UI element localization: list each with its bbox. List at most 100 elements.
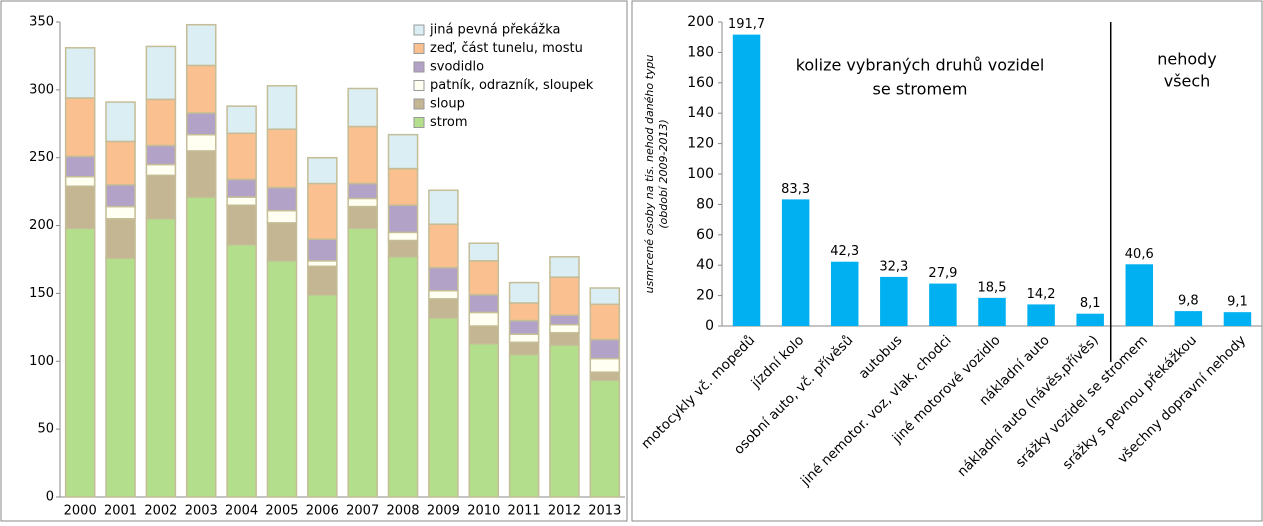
value-label: 9,1 — [1227, 295, 1248, 310]
bar — [880, 276, 908, 326]
bar-segment — [145, 45, 177, 101]
bar-segment — [387, 204, 419, 234]
bar-segment — [549, 314, 580, 326]
bar-segment — [387, 167, 419, 206]
value-label: 83,3 — [781, 182, 810, 197]
x-tick-label: 2006 — [306, 504, 339, 519]
bar-segment — [105, 184, 136, 208]
bar-segment — [266, 186, 298, 212]
bar-segment — [468, 260, 500, 296]
bar-segment — [508, 319, 540, 335]
bar-segment — [549, 323, 580, 334]
bar — [732, 34, 761, 327]
bar-segment — [64, 155, 96, 178]
x-tick-label: autobus — [856, 332, 906, 382]
bar-segment — [347, 197, 378, 208]
x-tick-label: 2011 — [508, 504, 541, 519]
bar-segment — [589, 357, 621, 373]
bar-segment — [105, 257, 136, 498]
bar-segment — [549, 344, 580, 498]
bar-segment — [185, 133, 217, 152]
bar-segment — [145, 174, 177, 220]
bar — [830, 261, 859, 326]
x-tick-label: 2003 — [185, 504, 218, 519]
bar-segment — [145, 163, 177, 177]
bar — [1076, 313, 1104, 326]
bar-segment — [185, 112, 217, 136]
bar-segment — [64, 185, 96, 230]
x-tick-label: 2010 — [467, 504, 500, 519]
bar-segment — [145, 144, 177, 166]
annotation: všech — [1164, 72, 1211, 91]
y-tick-label: 80 — [696, 196, 714, 212]
left-frame — [0, 0, 628, 522]
bar-segment — [347, 87, 378, 128]
bar — [781, 199, 810, 326]
y-tick-label: 100 — [29, 354, 54, 369]
value-label: 9,8 — [1178, 294, 1199, 309]
legend-label: sloup — [430, 97, 465, 112]
legend-label: jiná pevná překážka — [429, 23, 561, 38]
legend-label: svodidlo — [430, 60, 484, 75]
legend-label: zeď, část tunelu, mostu — [430, 41, 583, 56]
bar-segment — [105, 205, 136, 220]
x-tick-label: 2008 — [386, 504, 419, 519]
bar-segment — [468, 325, 500, 345]
legend-label: patník, odrazník, sloupek — [430, 78, 594, 93]
bar-segment — [468, 242, 500, 262]
bar-segment — [226, 105, 257, 135]
bar-segment — [307, 265, 338, 296]
bar-segment — [185, 196, 217, 498]
y-tick-label: 120 — [687, 136, 714, 152]
bar-segment — [428, 289, 459, 300]
legend-swatch — [413, 80, 425, 91]
bar — [1223, 312, 1252, 326]
bar-segment — [468, 311, 500, 327]
bar — [1174, 311, 1203, 326]
y-tick-label: 160 — [687, 75, 714, 91]
value-label: 27,9 — [928, 266, 957, 281]
value-label: 8,1 — [1080, 296, 1101, 311]
value-label: 18,5 — [978, 280, 1007, 295]
bar-segment — [185, 23, 217, 67]
bar-segment — [508, 353, 540, 498]
bar-segment — [387, 239, 419, 258]
x-tick-label: 2002 — [144, 504, 177, 519]
y-tick-label: 250 — [29, 150, 54, 165]
bar-segment — [508, 333, 540, 344]
bar-segment — [266, 260, 298, 498]
y-tick-label: 100 — [687, 166, 714, 182]
bar-segment — [589, 379, 621, 498]
bar-segment — [428, 266, 459, 292]
bar-segment — [226, 204, 257, 246]
bar-segment — [105, 140, 136, 186]
x-tick-label: 2000 — [64, 504, 97, 519]
bar-segment — [64, 97, 96, 158]
y-tick-label: 150 — [29, 286, 54, 301]
bar-segment — [347, 227, 378, 498]
bar-segment — [266, 85, 298, 130]
bar-segment — [307, 260, 338, 268]
bar-segment — [307, 156, 338, 185]
bar-segment — [468, 342, 500, 498]
bar-segment — [226, 243, 257, 498]
x-tick-label: 2001 — [104, 504, 137, 519]
x-tick-label: 2012 — [548, 504, 581, 519]
y-tick-label: 200 — [29, 218, 54, 233]
y-tick-label: 180 — [687, 44, 714, 60]
bar-segment — [145, 218, 177, 498]
legend-label: strom — [430, 115, 468, 130]
bar-segment — [428, 298, 459, 319]
value-label: 42,3 — [830, 244, 859, 259]
y-tick-label: 20 — [696, 288, 714, 304]
legend-swatch — [413, 98, 425, 110]
x-tick-label: 2009 — [427, 504, 460, 519]
right-frame — [631, 0, 1263, 522]
y-tick-label: 300 — [29, 82, 54, 97]
bar — [1125, 264, 1154, 326]
value-label: 14,2 — [1027, 287, 1056, 302]
bar-segment — [428, 223, 459, 269]
bar-segment — [387, 256, 419, 498]
bar — [978, 297, 1006, 326]
